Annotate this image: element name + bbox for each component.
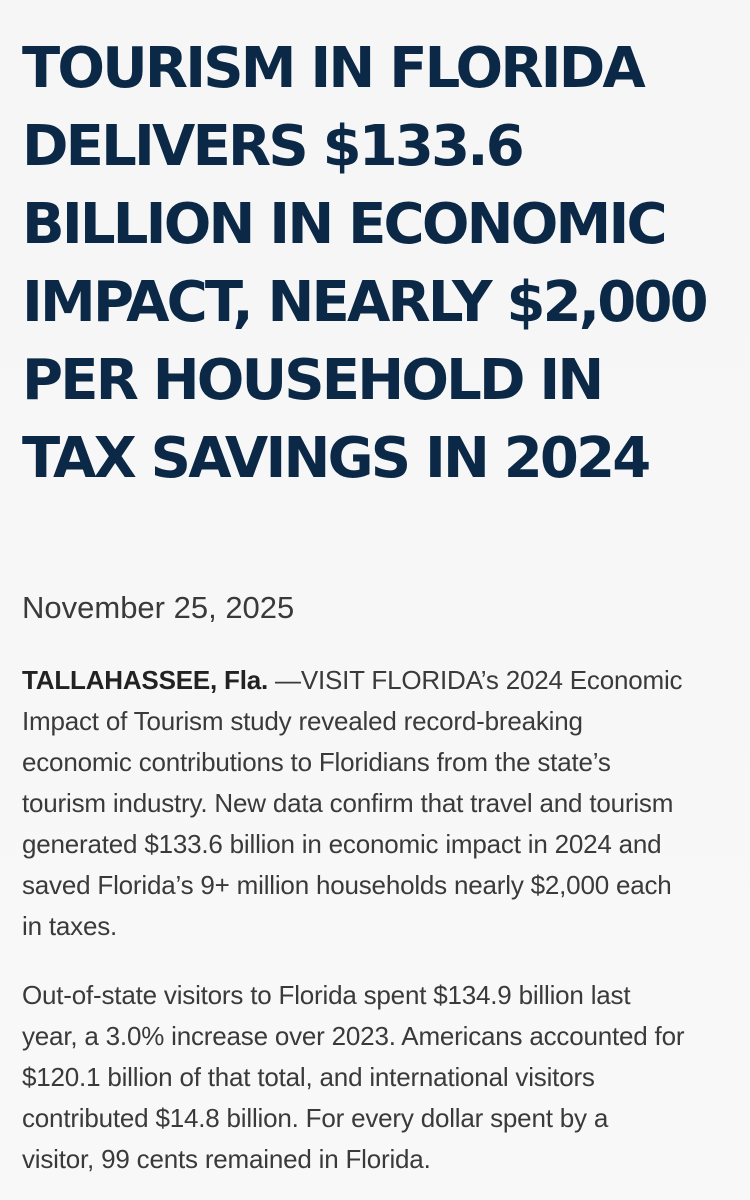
paragraph-line: TALLAHASSEE, Fla. —VISIT FLORIDA’s 2024 … [22,660,728,701]
paragraph-line: year, a 3.0% increase over 2023. America… [22,1021,685,1051]
paragraph-line: in taxes. [22,911,118,941]
paragraph-line: economic contributions to Floridians fro… [22,747,611,777]
headline-line: DELIVERS $133.6 [22,114,525,179]
paragraph-line: saved Florida’s 9+ million households ne… [22,870,672,900]
paragraph-line-text: —VISIT FLORIDA’s 2024 Economic [268,665,683,695]
dateline: TALLAHASSEE, Fla. [22,665,269,695]
publish-date: November 25, 2025 [22,590,295,625]
headline-line: BILLION IN ECONOMIC [22,192,668,257]
headline-line: TAX SAVINGS IN 2024 [22,426,651,491]
paragraph-line: $120.1 billion of that total, and intern… [22,1062,595,1092]
headline-line: IMPACT, NEARLY $2,000 [22,270,709,335]
article-paragraph-1: TALLAHASSEE, Fla. —VISIT FLORIDA’s 2024 … [22,660,728,947]
headline-line: TOURISM IN FLORIDA [22,36,646,101]
article-paragraph-2: Out-of-state visitors to Florida spent $… [22,975,728,1180]
headline-line: PER HOUSEHOLD IN [22,348,604,413]
paragraph-line: tourism industry. New data confirm that … [22,788,674,818]
paragraph-line: generated $133.6 billion in economic imp… [22,829,662,859]
paragraph-line: Out-of-state visitors to Florida spent $… [22,980,631,1010]
paragraph-line: visitor, 99 cents remained in Florida. [22,1144,431,1174]
article-headline: TOURISM IN FLORIDA DELIVERS $133.6 BILLI… [22,30,728,498]
paragraph-line: Impact of Tourism study revealed record-… [22,706,583,736]
paragraph-line: contributed $14.8 billion. For every dol… [22,1103,609,1133]
